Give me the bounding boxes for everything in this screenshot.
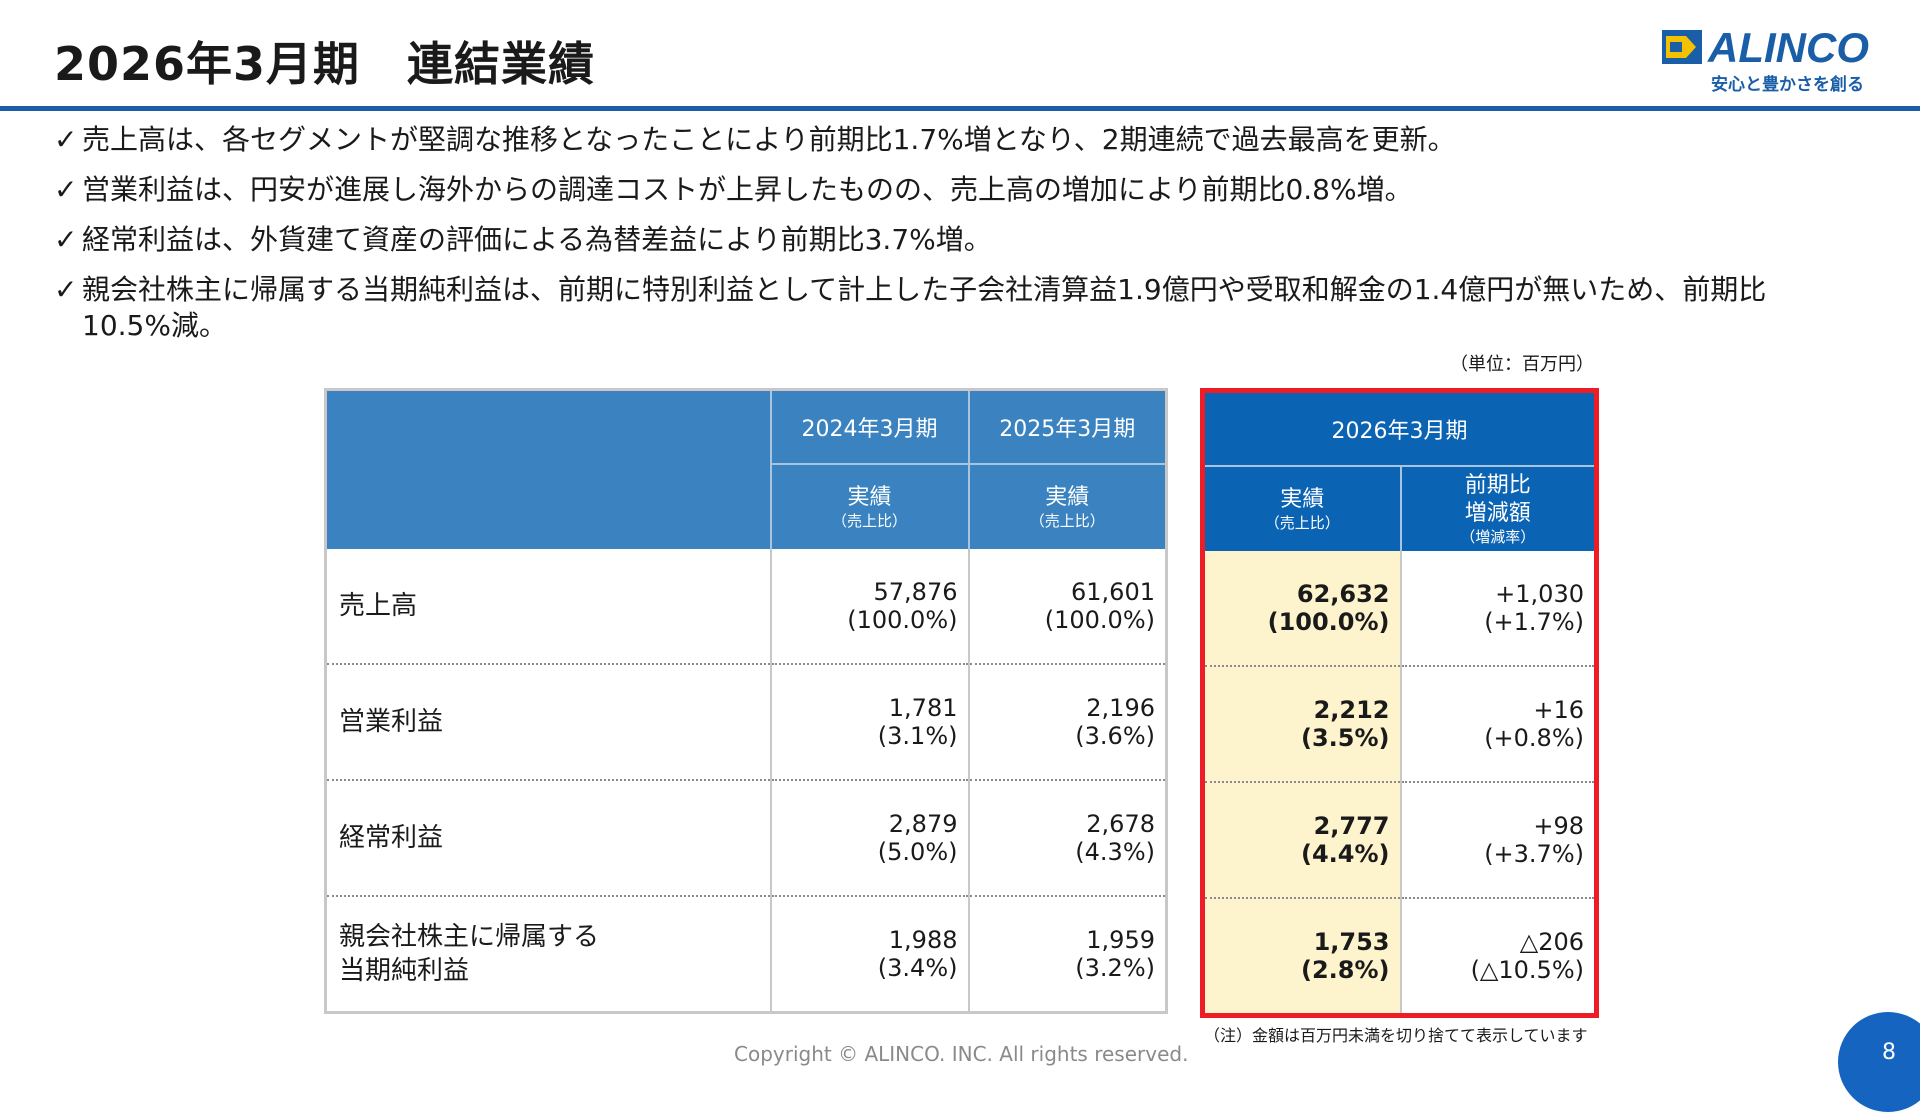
- table-row: 1,753 (2.8%) △206 (△10.5%): [1202, 898, 1597, 1016]
- unit-label: （単位：百万円）: [1450, 354, 1594, 375]
- bullet-item: ✓ 営業利益は、円安が進展し海外からの調達コストが上昇したものの、売上高の増加に…: [54, 172, 1834, 208]
- value-2024: 1,988 (3.4%): [769, 896, 969, 1013]
- value-2026: 2,212 (3.5%): [1202, 666, 1401, 783]
- row-label: 親会社株主に帰属する 当期純利益: [339, 922, 600, 986]
- value-2026: 62,632 (100.0%): [1202, 551, 1401, 667]
- table-row: 2,777 (4.4%) +98 (+3.7%): [1202, 782, 1597, 899]
- header-2026-actual: 実績 （売上比）: [1202, 466, 1401, 551]
- results-table-current: 2026年3月期 実績 （売上比） 前期比 増減額 （増減率） 62,632 (1…: [1200, 388, 1599, 1018]
- value-2026: 1,753 (2.8%): [1202, 898, 1401, 1016]
- value-change: +1,030 (+1.7%): [1399, 551, 1597, 667]
- header-2024-actual: 実績 （売上比）: [769, 464, 969, 549]
- table-row: 親会社株主に帰属する 当期純利益 1,988 (3.4%) 1,959 (3.2%): [326, 896, 1167, 1013]
- header-2024: 2024年3月期: [769, 389, 969, 465]
- table-row: 2,212 (3.5%) +16 (+0.8%): [1202, 666, 1597, 783]
- value-2025: 1,959 (3.2%): [967, 896, 1167, 1013]
- header-2026-change: 前期比 増減額 （増減率）: [1399, 466, 1597, 551]
- table-row: 経常利益 2,879 (5.0%) 2,678 (4.3%): [325, 780, 1167, 897]
- copyright: Copyright © ALINCO. INC. All rights rese…: [734, 1042, 1189, 1066]
- bullet-text: 親会社株主に帰属する当期純利益は、前期に特別利益として計上した子会社清算益1.9…: [82, 273, 1767, 342]
- check-icon: ✓: [54, 223, 78, 256]
- check-icon: ✓: [54, 173, 78, 206]
- value-2026: 2,777 (4.4%): [1202, 782, 1401, 899]
- table-row: 62,632 (100.0%) +1,030 (+1.7%): [1202, 551, 1597, 667]
- bullet-item: ✓ 経常利益は、外貨建て資産の評価による為替差益により前期比3.7%増。: [54, 222, 1834, 258]
- check-icon: ✓: [54, 123, 78, 156]
- results-table-prior: 2024年3月期 2025年3月期 実績 （売上比） 実績 （売上比） 売上高 …: [324, 388, 1168, 1014]
- footnote: （注）金額は百万円未満を切り捨てて表示しています: [1204, 1026, 1588, 1045]
- value-2024: 2,879 (5.0%): [769, 780, 969, 897]
- header-2025: 2025年3月期: [967, 389, 1167, 465]
- page-title: 2026年3月期 連結業績: [54, 37, 596, 91]
- logo-wordmark: ALINCO: [1708, 24, 1869, 71]
- value-change: +98 (+3.7%): [1399, 782, 1597, 899]
- bullet-text: 経常利益は、外貨建て資産の評価による為替差益により前期比3.7%増。: [82, 223, 992, 256]
- summary-bullets: ✓ 売上高は、各セグメントが堅調な推移となったことにより前期比1.7%増となり、…: [54, 122, 1834, 358]
- header-blank-cell: [325, 389, 772, 549]
- value-2024: 1,781 (3.1%): [769, 664, 969, 781]
- value-2024: 57,876 (100.0%): [769, 549, 969, 665]
- page-number-badge: 8: [1838, 1012, 1920, 1112]
- header-2025-actual: 実績 （売上比）: [967, 464, 1167, 549]
- header-divider: [0, 106, 1920, 111]
- value-change: +16 (+0.8%): [1399, 666, 1597, 783]
- bullet-item: ✓ 売上高は、各セグメントが堅調な推移となったことにより前期比1.7%増となり、…: [54, 122, 1834, 158]
- page-number: 8: [1882, 1040, 1896, 1065]
- table-row: 売上高 57,876 (100.0%) 61,601 (100.0%): [325, 549, 1167, 665]
- table-row: 営業利益 1,781 (3.1%) 2,196 (3.6%): [325, 664, 1167, 781]
- bullet-text: 営業利益は、円安が進展し海外からの調達コストが上昇したものの、売上高の増加により…: [82, 173, 1413, 206]
- logo-tagline: 安心と豊かさを創る: [1711, 75, 1864, 95]
- company-logo: ALINCO 安心と豊かさを創る: [1660, 24, 1880, 95]
- row-label: 営業利益: [325, 664, 771, 781]
- header-2026: 2026年3月期: [1202, 390, 1597, 467]
- row-label: 売上高: [325, 549, 771, 665]
- row-label: 経常利益: [325, 780, 771, 897]
- bullet-text: 売上高は、各セグメントが堅調な推移となったことにより前期比1.7%増となり、2期…: [82, 123, 1456, 156]
- value-2025: 2,678 (4.3%): [967, 780, 1167, 897]
- alinco-logo-mark-icon: [1662, 30, 1702, 64]
- value-2025: 61,601 (100.0%): [967, 549, 1167, 665]
- value-2025: 2,196 (3.6%): [967, 664, 1167, 781]
- check-icon: ✓: [54, 273, 78, 306]
- bullet-item: ✓ 親会社株主に帰属する当期純利益は、前期に特別利益として計上した子会社清算益1…: [54, 272, 1834, 344]
- value-change: △206 (△10.5%): [1399, 898, 1597, 1016]
